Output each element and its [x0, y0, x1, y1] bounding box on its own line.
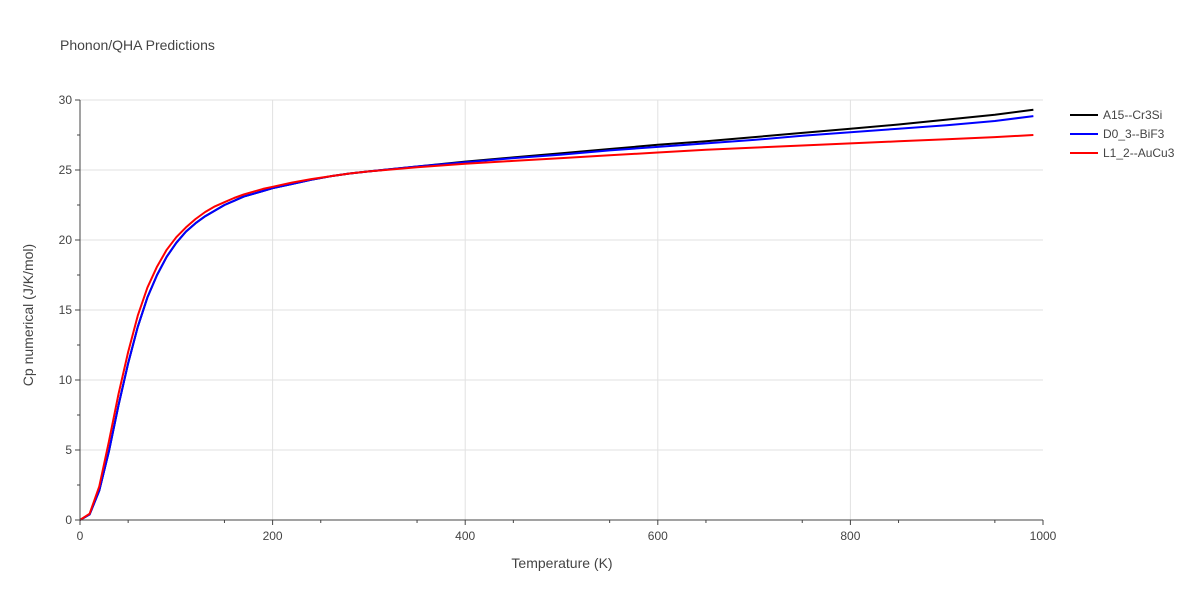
chart-title: Phonon/QHA Predictions [60, 37, 215, 53]
series-layer [79, 108, 1034, 521]
y-tick-label: 5 [65, 443, 72, 457]
x-tick-label: 1000 [1030, 529, 1057, 543]
x-axis-title: Temperature (K) [511, 555, 612, 571]
x-tick-label: 800 [840, 529, 860, 543]
series-line-2 [79, 134, 1034, 521]
legend-label: L1_2--AuCu3 [1103, 146, 1175, 160]
legend[interactable]: A15--Cr3Si D0_3--BiF3 L1_2--AuCu3 [1070, 108, 1175, 160]
y-tick-label: 25 [59, 163, 73, 177]
series-line-1 [79, 115, 1034, 521]
x-tick-label: 600 [648, 529, 668, 543]
y-tick-label: 0 [65, 513, 72, 527]
y-tick-label: 15 [59, 303, 73, 317]
legend-item-0[interactable]: A15--Cr3Si [1070, 108, 1162, 122]
y-tick-label: 10 [59, 373, 73, 387]
y-tick-label: 20 [59, 233, 73, 247]
x-tick-label: 400 [455, 529, 475, 543]
legend-label: A15--Cr3Si [1103, 108, 1162, 122]
legend-item-2[interactable]: L1_2--AuCu3 [1070, 146, 1175, 160]
y-tick-label: 30 [59, 93, 73, 107]
axes: 0 200 400 600 800 1000 0 5 10 15 20 25 30 [59, 93, 1057, 543]
grid [80, 99, 1043, 520]
x-tick-label: 0 [77, 529, 84, 543]
legend-item-1[interactable]: D0_3--BiF3 [1070, 127, 1165, 141]
legend-label: D0_3--BiF3 [1103, 127, 1165, 141]
y-axis-title: Cp numerical (J/K/mol) [20, 244, 36, 386]
x-tick-label: 200 [263, 529, 283, 543]
